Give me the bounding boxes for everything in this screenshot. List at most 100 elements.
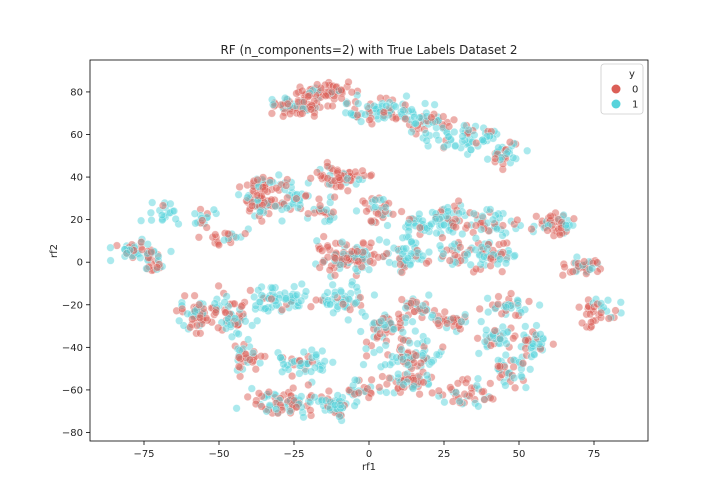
scatter-point-class-1 xyxy=(413,339,422,348)
scatter-point-class-0 xyxy=(480,395,489,404)
scatter-point-class-0 xyxy=(248,201,257,210)
scatter-point-class-0 xyxy=(258,183,268,192)
scatter-point-class-0 xyxy=(286,109,295,118)
scatter-point-class-0 xyxy=(344,78,353,87)
scatter-point-class-0 xyxy=(434,319,443,328)
scatter-point-class-1 xyxy=(381,341,390,350)
scatter-point-class-1 xyxy=(471,234,480,243)
scatter-point-class-0 xyxy=(486,254,495,263)
scatter-point-class-1 xyxy=(410,112,419,122)
scatter-point-class-0 xyxy=(223,229,232,238)
scatter-point-class-1 xyxy=(616,298,625,307)
scatter-point-class-1 xyxy=(344,315,353,324)
scatter-point-class-1 xyxy=(439,249,448,258)
scatter-point-class-1 xyxy=(330,291,339,300)
scatter-point-class-1 xyxy=(210,299,219,308)
scatter-point-class-1 xyxy=(220,298,229,307)
x-tick-label: −25 xyxy=(283,449,304,460)
x-tick-label: 0 xyxy=(366,449,372,460)
scatter-point-class-1 xyxy=(502,149,511,158)
scatter-point-class-1 xyxy=(220,236,229,245)
scatter-point-class-1 xyxy=(265,401,274,410)
scatter-point-class-1 xyxy=(157,211,167,220)
scatter-point-class-0 xyxy=(367,239,376,248)
scatter-point-class-0 xyxy=(267,109,276,118)
scatter-point-class-0 xyxy=(214,240,223,250)
scatter-point-class-0 xyxy=(192,321,201,330)
scatter-point-class-1 xyxy=(408,317,417,326)
scatter-point-class-0 xyxy=(394,310,403,319)
scatter-point-class-1 xyxy=(484,308,493,317)
scatter-point-class-1 xyxy=(479,252,488,261)
y-axis-ticks: −80 −60 −40 −20 0 20 40 60 80 xyxy=(62,87,90,439)
scatter-point-class-0 xyxy=(509,334,518,343)
scatter-point-class-1 xyxy=(424,248,434,257)
scatter-point-class-1 xyxy=(335,412,344,421)
scatter-point-class-0 xyxy=(346,305,355,314)
scatter-point-class-0 xyxy=(486,379,495,388)
scatter-point-class-1 xyxy=(404,218,413,228)
scatter-point-class-1 xyxy=(432,350,441,359)
scatter-point-class-1 xyxy=(106,243,115,252)
scatter-point-class-1 xyxy=(389,325,398,334)
scatter-point-class-1 xyxy=(432,229,441,238)
scatter-point-class-1 xyxy=(394,370,403,379)
scatter-point-class-0 xyxy=(499,239,508,248)
scatter-point-class-0 xyxy=(351,167,360,176)
scatter-point-class-1 xyxy=(232,233,241,242)
scatter-point-class-0 xyxy=(444,122,454,131)
scatter-point-class-1 xyxy=(458,132,467,141)
scatter-point-class-1 xyxy=(329,308,338,317)
scatter-point-class-1 xyxy=(375,235,384,244)
scatter-point-class-1 xyxy=(352,206,361,215)
scatter-point-class-1 xyxy=(513,301,523,310)
y-tick-label: 80 xyxy=(70,87,83,98)
scatter-point-class-1 xyxy=(320,357,329,366)
scatter-point-class-1 xyxy=(295,369,304,378)
scatter-point-class-0 xyxy=(334,173,343,182)
scatter-point-class-1 xyxy=(523,146,532,155)
scatter-point-class-1 xyxy=(496,255,505,264)
scatter-point-class-0 xyxy=(507,289,516,298)
scatter-point-class-0 xyxy=(283,99,292,108)
scatter-point-class-1 xyxy=(282,294,291,303)
scatter-point-class-1 xyxy=(278,367,287,376)
scatter-point-class-1 xyxy=(382,238,391,247)
scatter-point-class-1 xyxy=(478,212,487,221)
scatter-point-class-1 xyxy=(166,199,175,208)
scatter-point-class-0 xyxy=(190,291,199,300)
scatter-point-class-0 xyxy=(324,387,333,396)
scatter-point-class-0 xyxy=(490,326,499,335)
scatter-point-class-1 xyxy=(466,260,475,269)
scatter-point-class-1 xyxy=(243,193,252,202)
scatter-point-class-0 xyxy=(267,195,276,204)
scatter-point-class-0 xyxy=(306,302,315,311)
scatter-point-class-1 xyxy=(470,130,479,140)
scatter-point-class-1 xyxy=(299,348,308,357)
scatter-point-class-0 xyxy=(253,175,262,184)
scatter-point-class-1 xyxy=(146,208,155,217)
scatter-point-class-1 xyxy=(350,375,360,385)
scatter-point-class-1 xyxy=(469,209,478,218)
scatter-point-class-0 xyxy=(318,246,327,255)
legend: y 0 1 xyxy=(600,63,644,115)
scatter-point-class-1 xyxy=(346,109,355,118)
scatter-point-class-0 xyxy=(449,115,459,124)
scatter-point-class-1 xyxy=(357,117,366,126)
scatter-point-class-1 xyxy=(310,393,319,402)
scatter-point-class-1 xyxy=(509,153,518,162)
y-tick-label: 20 xyxy=(70,215,83,226)
scatter-point-class-1 xyxy=(536,330,545,339)
scatter-point-class-1 xyxy=(148,198,157,207)
scatter-point-class-1 xyxy=(474,402,483,411)
scatter-point-class-1 xyxy=(430,100,439,109)
scatter-point-class-0 xyxy=(376,329,385,338)
scatter-point-class-0 xyxy=(438,342,447,352)
scatter-point-class-1 xyxy=(603,296,613,305)
scatter-point-class-1 xyxy=(232,404,241,413)
scatter-point-class-1 xyxy=(422,136,431,145)
scatter-point-class-0 xyxy=(494,300,503,309)
scatter-point-class-1 xyxy=(401,303,410,313)
scatter-point-class-1 xyxy=(483,244,492,253)
